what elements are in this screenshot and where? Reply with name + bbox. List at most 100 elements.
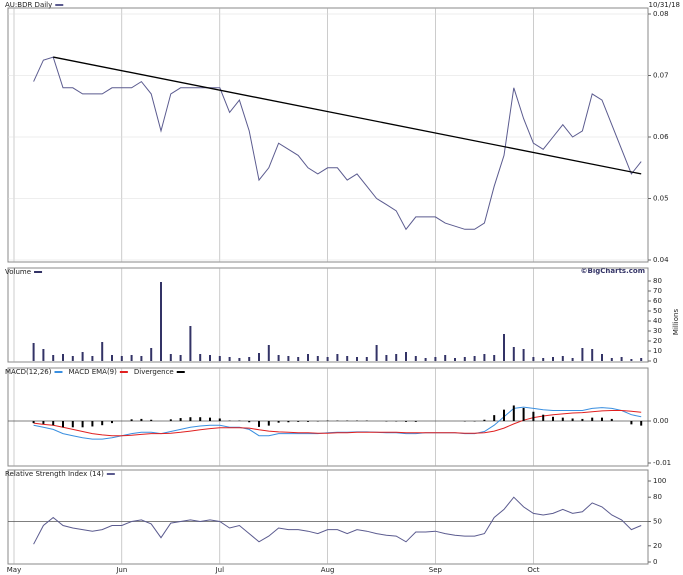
bar	[454, 358, 456, 361]
bar	[150, 419, 153, 421]
bar	[297, 421, 300, 422]
credit: ©BigCharts.com	[581, 267, 645, 275]
bar	[277, 355, 280, 361]
bar	[463, 357, 466, 361]
date-label: 10/31/18	[649, 1, 680, 9]
bar	[532, 357, 535, 361]
bar	[62, 421, 64, 428]
bar	[52, 421, 55, 426]
y-tick-label: 50	[653, 307, 662, 315]
y-tick-label: 30	[653, 327, 662, 335]
bar	[189, 417, 192, 421]
bar	[297, 357, 300, 361]
bar	[512, 347, 515, 361]
bar	[630, 359, 633, 361]
bar	[375, 345, 378, 361]
bar	[444, 355, 447, 361]
bar	[512, 405, 515, 421]
bar	[316, 356, 319, 361]
bar	[542, 414, 545, 421]
bar	[522, 407, 525, 421]
bar	[32, 343, 35, 361]
x-tick-label: Aug	[321, 566, 335, 574]
bar	[503, 409, 505, 421]
bar	[101, 421, 104, 426]
panel-frame	[7, 7, 649, 263]
bar	[581, 418, 584, 421]
bar	[483, 419, 486, 421]
price-line	[33, 56, 642, 231]
bar	[503, 334, 505, 361]
y-tick-label: 100	[653, 477, 666, 485]
bar	[405, 421, 407, 422]
bar	[434, 357, 437, 361]
bar	[52, 355, 55, 361]
bar	[542, 358, 545, 361]
bar	[238, 358, 241, 361]
bar	[209, 417, 211, 421]
legend-label: Divergence	[134, 368, 174, 376]
legend-label: AU:BDR Daily	[5, 1, 52, 9]
bar	[140, 418, 143, 421]
bar	[42, 421, 45, 424]
bar	[209, 355, 211, 361]
bar	[199, 417, 202, 421]
y-tick-label: 0.08	[653, 10, 669, 18]
bar	[336, 354, 339, 361]
y-tick-label: 80	[653, 493, 662, 501]
y-tick-label: 20	[653, 337, 662, 345]
bar	[130, 419, 133, 421]
bar	[71, 356, 74, 361]
x-tick-label: May	[7, 566, 21, 574]
bar	[640, 358, 643, 361]
legend-label: Volume	[5, 268, 31, 276]
y-tick-label: 80	[653, 277, 662, 285]
y-tick-label: 40	[653, 317, 662, 325]
bar	[248, 357, 251, 361]
bar	[493, 355, 496, 361]
bar	[218, 418, 221, 421]
bar	[552, 357, 554, 361]
y-tick-label: 20	[653, 542, 662, 550]
bar	[630, 421, 633, 425]
bar	[601, 354, 603, 361]
bar	[601, 417, 603, 421]
bar	[620, 357, 623, 361]
y-tick-label: -0.01	[653, 459, 671, 467]
bar	[610, 418, 613, 421]
price-line	[33, 410, 642, 437]
bar	[169, 354, 172, 361]
y-tick-label: 0.07	[653, 72, 669, 80]
bar	[326, 357, 329, 361]
y-tick-label: 0	[653, 357, 657, 365]
bar	[346, 356, 349, 361]
bar	[287, 421, 290, 423]
bar	[179, 418, 182, 421]
bar	[140, 356, 143, 361]
legend-label: Relative Strength Index (14)	[5, 470, 104, 478]
y-tick-label: 60	[653, 297, 662, 305]
x-tick-label: Sep	[429, 566, 443, 574]
y-tick-label: 0.06	[653, 133, 669, 141]
y-axis-label: Millions	[672, 309, 680, 336]
bar	[258, 421, 260, 427]
bar	[91, 421, 94, 427]
panel-frame	[7, 267, 649, 363]
bar	[277, 421, 280, 423]
bar	[189, 326, 192, 361]
bar	[414, 356, 417, 361]
y-tick-label: 50	[653, 518, 662, 526]
bar	[493, 415, 496, 421]
y-tick-label: 0.05	[653, 195, 669, 203]
bar	[571, 358, 574, 361]
price-line	[33, 406, 642, 440]
y-tick-label: 0	[653, 558, 657, 566]
x-tick-label: Jul	[215, 566, 225, 574]
bar	[483, 354, 486, 361]
bar	[522, 349, 525, 361]
bar	[571, 418, 574, 421]
bar	[130, 355, 133, 361]
bar	[228, 357, 231, 361]
bar	[591, 417, 594, 421]
